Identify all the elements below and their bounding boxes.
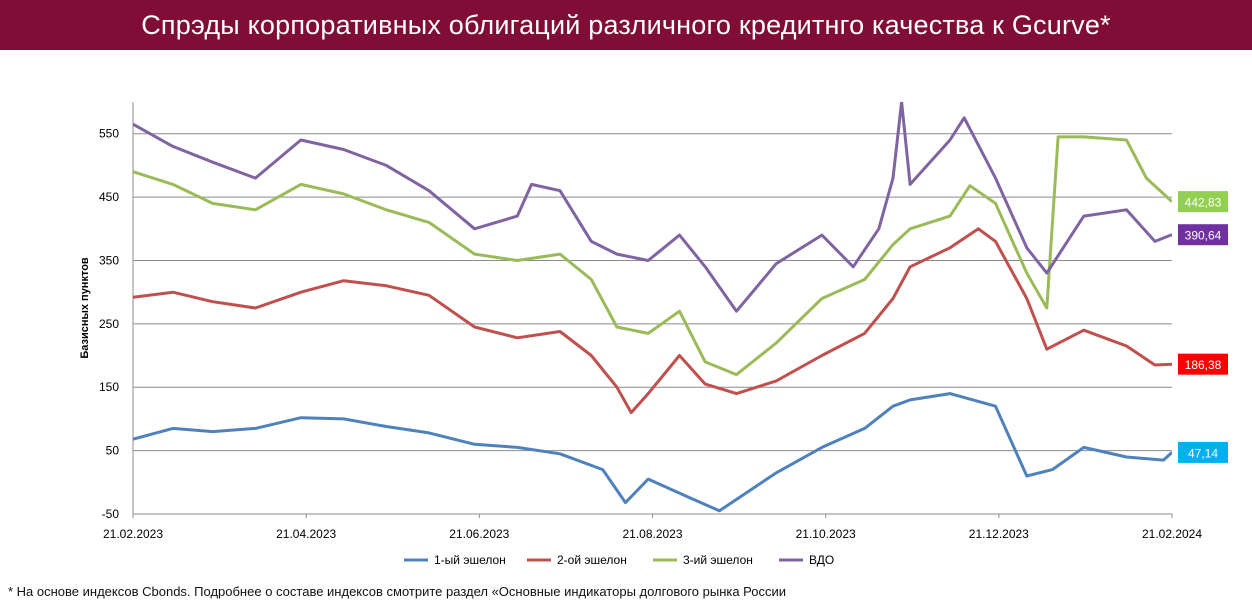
- y-tick-label: 350: [99, 253, 119, 267]
- end-value-badge: [1178, 224, 1228, 246]
- end-value-badge: [1178, 353, 1228, 375]
- series-line-2: [133, 227, 1172, 415]
- x-tick-label: 21.02.2023: [103, 527, 163, 541]
- y-tick-label: 150: [99, 380, 119, 394]
- y-tick-label: 550: [99, 127, 119, 141]
- x-tick-label: 21.04.2023: [276, 527, 336, 541]
- end-value-label: 442,83: [1185, 196, 1222, 210]
- legend-label: 3-ий эшелон: [683, 553, 753, 567]
- end-value-badge: [1178, 441, 1228, 463]
- y-tick-label: 450: [99, 190, 119, 204]
- legend-label: 1-ый эшелон: [434, 553, 506, 567]
- x-tick-label: 21.12.2023: [969, 527, 1029, 541]
- y-tick-label: 50: [106, 444, 120, 458]
- y-axis-title: Базисных пунктов: [79, 257, 91, 359]
- x-tick-label: 21.06.2023: [449, 527, 509, 541]
- end-value-label: 47,14: [1188, 446, 1218, 460]
- x-tick-label: 21.10.2023: [796, 527, 856, 541]
- end-value-badge: [1178, 191, 1228, 213]
- y-tick-label: -50: [102, 507, 120, 521]
- end-value-label: 186,38: [1185, 358, 1222, 372]
- legend-label: 2-ой эшелон: [557, 553, 627, 567]
- title-bar: Спрэды корпоративных облигаций различног…: [0, 0, 1252, 50]
- x-tick-label: 21.08.2023: [622, 527, 682, 541]
- end-value-label: 390,64: [1185, 229, 1222, 243]
- series-line-1: [133, 392, 1172, 513]
- chart-title: Спрэды корпоративных облигаций различног…: [141, 9, 1111, 40]
- y-tick-label: 250: [99, 317, 119, 331]
- legend-label: ВДО: [809, 553, 834, 567]
- x-tick-label: 21.02.2024: [1142, 527, 1202, 541]
- footnote: * На основе индексов Cbonds. Подробнее о…: [8, 584, 787, 599]
- series-line-4: [133, 102, 1172, 313]
- series-line-3: [133, 135, 1172, 377]
